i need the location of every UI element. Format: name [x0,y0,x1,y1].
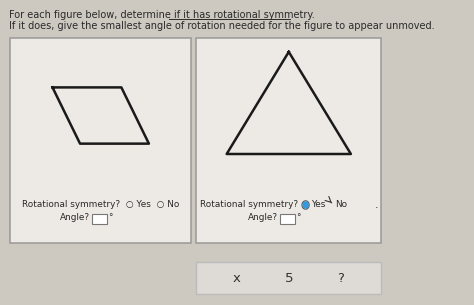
Text: °: ° [297,213,301,222]
Bar [92,214,107,224]
Text: .: . [374,200,378,210]
Text: Rotational symmetry?: Rotational symmetry? [200,200,298,209]
Text: For each figure below, determine if it has rotational symmetry.: For each figure below, determine if it h… [9,10,314,20]
Text: Angle?: Angle? [60,213,91,222]
Bar [196,262,381,294]
Text: ?: ? [337,271,344,285]
Text: Angle?: Angle? [248,213,278,222]
Text: °: ° [109,213,113,222]
Text: If it does, give the smallest angle of rotation needed for the figure to appear : If it does, give the smallest angle of r… [9,21,434,31]
Bar [196,38,381,243]
Text: Yes: Yes [311,200,325,209]
Text: Rotational symmetry?  ○ Yes  ○ No: Rotational symmetry? ○ Yes ○ No [22,200,179,209]
Bar [10,38,191,243]
Bar [280,214,295,224]
Text: 5: 5 [284,271,293,285]
Text: x: x [233,271,241,285]
Text: No: No [335,200,347,209]
Circle shape [303,202,308,208]
